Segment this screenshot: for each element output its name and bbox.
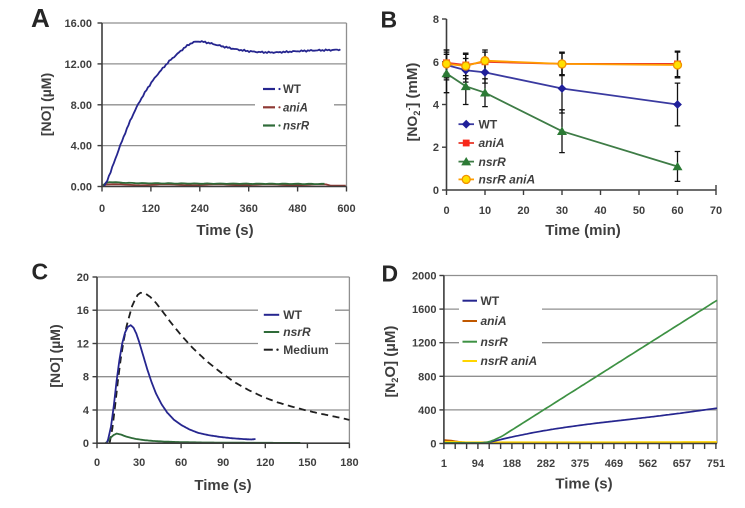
svg-text:657: 657: [673, 458, 691, 470]
svg-text:60: 60: [175, 457, 187, 469]
svg-text:150: 150: [298, 457, 316, 469]
svg-text:Medium: Medium: [283, 343, 328, 357]
svg-text:30: 30: [133, 457, 145, 469]
svg-text:800: 800: [418, 371, 436, 383]
svg-text:282: 282: [537, 458, 555, 470]
svg-text:nsrR aniA: nsrR aniA: [481, 354, 538, 368]
svg-text:6: 6: [433, 57, 439, 69]
svg-text:nsrR: nsrR: [479, 155, 507, 169]
svg-text:751: 751: [707, 458, 725, 470]
svg-text:120: 120: [142, 203, 160, 215]
svg-text:[NO] (µM): [NO] (µM): [38, 73, 54, 136]
svg-text:aniA: aniA: [481, 314, 507, 328]
svg-text:0: 0: [430, 439, 436, 451]
svg-text:180: 180: [340, 457, 358, 469]
svg-text:1: 1: [441, 458, 447, 470]
svg-text:70: 70: [710, 205, 722, 217]
svg-text:[N2O] (µM): [N2O] (µM): [382, 326, 400, 398]
svg-text:nsrR: nsrR: [481, 335, 509, 349]
svg-text:C: C: [32, 259, 49, 285]
svg-text:4: 4: [433, 100, 440, 112]
svg-text:12.00: 12.00: [64, 59, 92, 71]
svg-text:188: 188: [503, 458, 521, 470]
svg-text:0: 0: [443, 205, 449, 217]
svg-text:Time (s): Time (s): [555, 476, 612, 493]
svg-text:[NO2-] (mM): [NO2-] (mM): [404, 63, 422, 142]
svg-text:4.00: 4.00: [71, 141, 92, 153]
svg-text:WT: WT: [283, 84, 301, 96]
svg-text:4: 4: [83, 405, 90, 417]
svg-text:2000: 2000: [412, 271, 436, 283]
svg-text:400: 400: [418, 405, 436, 417]
svg-text:8: 8: [433, 14, 439, 26]
svg-text:Time (s): Time (s): [196, 222, 253, 239]
svg-text:360: 360: [240, 203, 258, 215]
svg-text:0.00: 0.00: [71, 182, 92, 194]
svg-text:WT: WT: [479, 117, 498, 131]
svg-text:D: D: [382, 261, 399, 287]
svg-text:Time (s): Time (s): [194, 477, 251, 494]
svg-text:nsrR: nsrR: [283, 121, 310, 133]
svg-text:WT: WT: [283, 308, 302, 322]
svg-text:375: 375: [571, 458, 589, 470]
svg-text:B: B: [381, 7, 398, 33]
svg-text:469: 469: [605, 458, 623, 470]
svg-text:90: 90: [217, 457, 229, 469]
svg-text:[NO] (µM): [NO] (µM): [47, 324, 63, 387]
svg-text:16: 16: [77, 305, 89, 317]
svg-text:562: 562: [639, 458, 657, 470]
svg-text:0: 0: [99, 203, 105, 215]
svg-text:nsrR: nsrR: [283, 325, 311, 339]
svg-text:94: 94: [472, 458, 485, 470]
svg-text:2: 2: [433, 142, 439, 154]
svg-text:1200: 1200: [412, 338, 436, 350]
svg-text:600: 600: [337, 203, 355, 215]
svg-text:0: 0: [94, 457, 100, 469]
svg-text:8: 8: [83, 372, 89, 384]
svg-text:Time (min): Time (min): [545, 222, 621, 239]
svg-text:aniA: aniA: [479, 136, 505, 150]
svg-text:12: 12: [77, 339, 89, 351]
svg-text:120: 120: [256, 457, 274, 469]
svg-text:1600: 1600: [412, 304, 436, 316]
svg-text:WT: WT: [481, 294, 500, 308]
svg-text:60: 60: [671, 205, 683, 217]
svg-text:0: 0: [83, 438, 89, 450]
svg-text:A: A: [31, 3, 50, 33]
svg-text:8.00: 8.00: [71, 100, 92, 112]
svg-text:30: 30: [556, 205, 568, 217]
svg-text:0: 0: [433, 185, 439, 197]
svg-text:aniA: aniA: [283, 102, 308, 114]
svg-text:nsrR aniA: nsrR aniA: [479, 173, 536, 187]
svg-text:20: 20: [517, 205, 529, 217]
svg-text:480: 480: [288, 203, 306, 215]
svg-text:16.00: 16.00: [64, 18, 92, 30]
svg-text:50: 50: [633, 205, 645, 217]
svg-text:40: 40: [594, 205, 606, 217]
svg-text:10: 10: [479, 205, 491, 217]
svg-text:20: 20: [77, 272, 89, 284]
svg-text:240: 240: [191, 203, 209, 215]
